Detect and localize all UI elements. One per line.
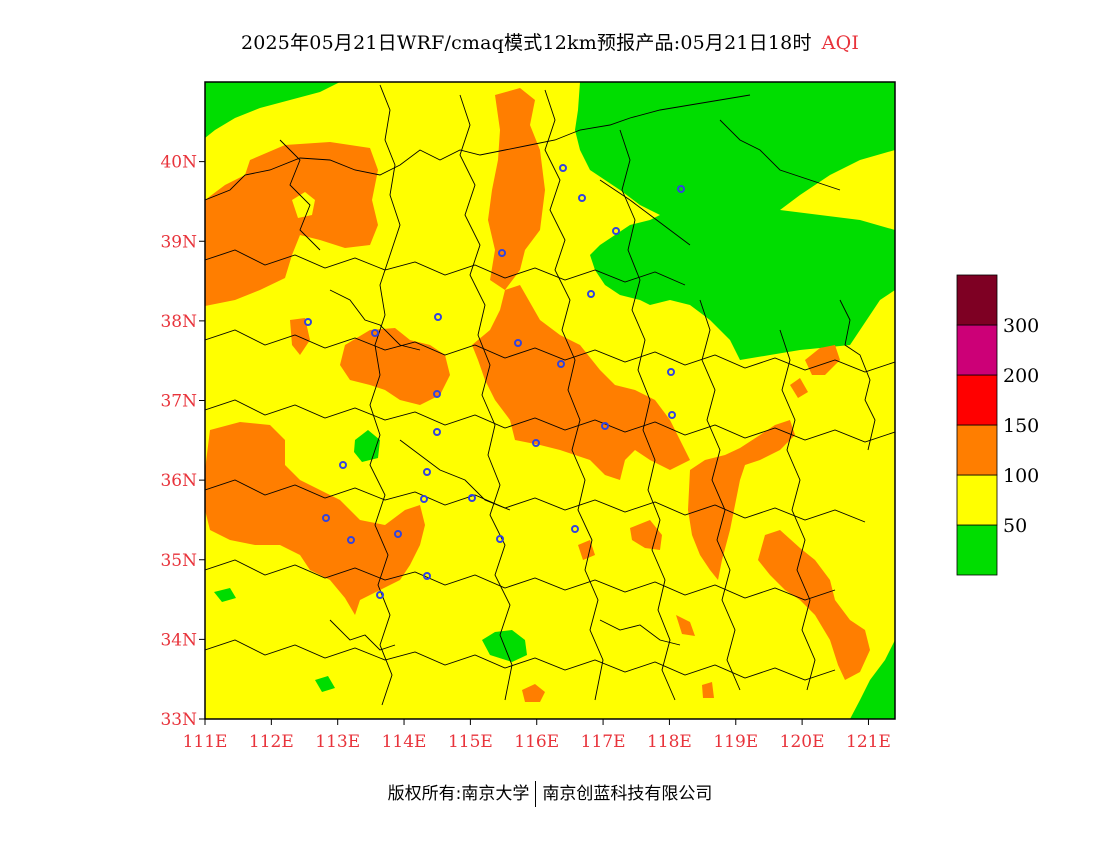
aqi-region-orange-east-strip (688, 420, 795, 580)
legend-label: 50 (1003, 515, 1027, 537)
lon-tick-label: 114E (382, 732, 427, 752)
station-markers (304, 164, 685, 599)
station-marker (433, 390, 441, 398)
legend-label: 300 (1003, 315, 1039, 337)
footer: 版权所有:南京大学 南京创蓝科技有限公司 (0, 779, 1100, 807)
lon-tick-label: 120E (780, 732, 825, 752)
legend-label: 100 (1003, 465, 1039, 487)
footer-separator (535, 781, 537, 807)
aqi-region-good-northeast (575, 82, 895, 360)
aqi-field (205, 82, 895, 719)
aqi-region-good-northwest (205, 82, 340, 138)
lon-tick-label: 119E (713, 732, 758, 752)
station-marker (434, 313, 442, 321)
station-marker (339, 461, 347, 469)
aqi-region-good-east-patch (875, 230, 895, 270)
latitude-axis: 33N 34N 35N 36N 37N 38N 39N 40N (160, 153, 205, 730)
aqi-region-orange-north-central (488, 88, 545, 290)
station-marker (394, 530, 402, 538)
legend-label: 200 (1003, 365, 1039, 387)
legend-swatch (956, 524, 998, 576)
aqi-region-good-west-patch (214, 588, 236, 602)
admin-boundaries (205, 84, 895, 706)
station-marker (423, 468, 431, 476)
aqi-region-orange-southwest (205, 422, 425, 615)
map-title-variable: AQI (821, 32, 860, 54)
station-marker (559, 164, 567, 172)
lat-tick-label: 33N (160, 710, 197, 730)
lon-tick-label: 118E (647, 732, 692, 752)
lon-tick-label: 115E (448, 732, 493, 752)
aqi-region-orange-central-band (472, 285, 690, 480)
lon-tick-label: 113E (315, 732, 360, 752)
aqi-region-orange-northwest (205, 142, 378, 306)
longitude-axis: 111E 112E 113E 114E 115E 116E 117E 118E 119E 120E… (183, 719, 891, 752)
station-marker (668, 411, 676, 419)
lon-tick-label: 111E (183, 732, 228, 752)
lon-tick-label: 112E (249, 732, 294, 752)
aqi-region-yellow-hole (292, 192, 315, 218)
aqi-region-orange-small-5 (290, 318, 310, 355)
legend-swatch (956, 474, 998, 526)
lat-tick-label: 36N (160, 471, 197, 491)
aqi-region-good-coast-east (850, 640, 895, 719)
company-name: 南京创蓝科技有限公司 (542, 784, 713, 804)
map-title-main: 2025年05月21日WRF/cmaq模式12km预报产品:05月21日18时 (240, 32, 812, 54)
legend-swatch (956, 374, 998, 426)
station-marker (667, 368, 675, 376)
lon-tick-label: 117E (581, 732, 626, 752)
station-marker (514, 339, 522, 347)
lat-tick-label: 38N (160, 312, 197, 332)
aqi-legend: 50 100 150 200 300 (956, 274, 1039, 576)
station-marker (557, 360, 565, 368)
lat-tick-label: 35N (160, 551, 197, 571)
station-marker (371, 329, 379, 337)
lat-tick-label: 37N (160, 392, 197, 412)
station-marker (433, 428, 441, 436)
station-marker (420, 495, 428, 503)
station-marker (571, 525, 579, 533)
legend-swatch (956, 424, 998, 476)
lat-tick-label: 40N (160, 153, 197, 173)
station-marker (601, 422, 609, 430)
aqi-region-orange-small-7 (790, 378, 808, 398)
lon-tick-label: 116E (514, 732, 559, 752)
lat-tick-label: 39N (160, 232, 197, 252)
aqi-region-good-southwest-patch (315, 676, 335, 692)
station-marker (532, 439, 540, 447)
aqi-region-orange-west-center (340, 328, 450, 405)
station-marker (496, 535, 504, 543)
legend-label: 150 (1003, 415, 1039, 437)
station-marker (304, 318, 312, 326)
station-marker (376, 591, 384, 599)
station-marker (578, 194, 586, 202)
station-marker (322, 514, 330, 522)
map-title: 2025年05月21日WRF/cmaq模式12km预报产品:05月21日18时 A… (0, 28, 1100, 55)
station-marker (347, 536, 355, 544)
aqi-region-orange-small-4 (702, 682, 714, 698)
lat-tick-label: 34N (160, 630, 197, 650)
station-marker (423, 572, 431, 580)
copyright-text: 版权所有:南京大学 (387, 784, 530, 804)
legend-swatch (956, 274, 998, 326)
lon-tick-label: 121E (846, 732, 891, 752)
aqi-region-orange-small-3 (676, 615, 695, 636)
aqi-region-orange-southeast (758, 530, 870, 680)
aqi-region-orange-small-2 (522, 684, 545, 702)
station-marker (587, 290, 595, 298)
legend-swatch (956, 324, 998, 376)
station-marker (612, 227, 620, 235)
station-marker (498, 249, 506, 257)
station-marker (468, 494, 476, 502)
station-marker (677, 185, 685, 193)
